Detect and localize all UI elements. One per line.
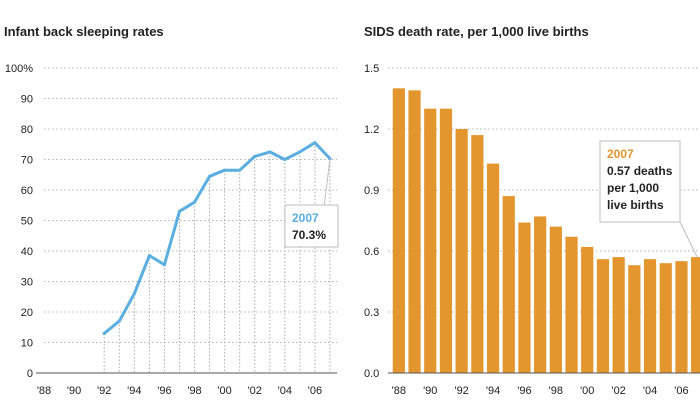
data-point [162,263,166,267]
annotation-leader [679,221,698,258]
x-tick-label: '92 [97,385,111,397]
annotation-text: 0.57 deaths [607,164,673,178]
annotation-year: 2007 [292,211,319,225]
y-tick-label: 50 [21,216,33,228]
back-sleeping-chart: Infant back sleeping rates 0 10 20 30 40 50 60 7… [4,24,339,397]
sids-bar [691,257,700,373]
sids-bar [392,88,405,373]
sids-bar [534,216,547,373]
annotation-text: live births [607,198,664,212]
x-tick-label: '02 [611,385,625,397]
sids-bar [518,222,531,373]
x-tick-label: '88 [37,385,51,397]
y-tick-label: 100% [5,63,33,75]
data-point [253,154,257,158]
sids-bar [612,257,625,373]
x-tick-label: '90 [67,385,81,397]
data-point [223,168,227,172]
data-point [208,174,212,178]
y-tick-label: 60 [21,185,33,197]
x-tick-label: '02 [248,385,262,397]
x-tick-label: '00 [580,385,594,397]
data-point [268,150,272,154]
x-tick-label: '92 [454,385,468,397]
x-tick-label: '88 [392,385,406,397]
data-point [298,150,302,154]
annotation-text: per 1,000 [607,181,659,195]
x-tick-label: '00 [217,385,231,397]
annotation-box [599,140,681,223]
back-sleeping-line [102,141,332,335]
x-tick-label: '90 [423,385,437,397]
x-tick-label: '04 [278,385,292,397]
y-tick-label: 0.0 [364,368,379,380]
sids-bar [643,259,657,373]
data-point [313,141,317,145]
y-tick-label: 80 [21,124,33,136]
annotation-leader [323,158,331,208]
data-point [102,331,106,335]
sids-bar [408,90,421,373]
sids-bar [486,163,500,373]
y-tick-label: 0.6 [364,246,379,258]
sids-bar [439,108,453,374]
y-tick-label: 0 [27,368,33,380]
data-point [193,200,197,204]
x-tick-label: '96 [157,385,171,397]
chart-title: SIDS death rate, per 1,000 live births [364,24,589,39]
y-tick-label: 30 [21,277,33,289]
sids-bar [596,259,610,373]
sids-bar [581,246,594,373]
sids-bar [502,196,515,373]
sids-bar [675,261,688,373]
x-tick-label: '96 [517,385,531,397]
y-tick-label: 40 [21,246,33,258]
x-tick-label: '04 [643,385,657,397]
data-point [177,209,181,213]
x-tick-label: '98 [187,385,201,397]
data-point [238,168,242,172]
chart-title: Infant back sleeping rates [4,24,164,39]
annotation-year: 2007 [607,147,634,161]
data-point [147,254,151,258]
y-tick-label: 20 [21,307,33,319]
y-tick-label: 0.3 [364,307,379,319]
data-point [132,292,136,296]
x-tick-label: '06 [674,385,688,397]
sids-bar [471,135,484,373]
x-tick-label: '94 [486,385,500,397]
data-point [117,319,121,323]
y-tick-label: 90 [21,94,33,106]
sids-bar [628,265,641,373]
y-tick-label: 1.2 [364,124,379,136]
sids-bar [424,108,437,374]
data-point [283,158,287,161]
sids-bar [455,129,468,373]
y-tick-label: 1.5 [364,63,379,75]
x-tick-label: '94 [127,385,141,397]
x-tick-label: '06 [308,385,322,397]
sids-bar [549,226,562,373]
y-tick-label: 10 [21,338,33,350]
y-tick-label: 70 [21,155,33,167]
sids-bar [659,263,672,373]
x-tick-label: '98 [549,385,563,397]
sids-bar [565,236,578,373]
annotation-value: 70.3% [292,228,326,242]
annotation-box [284,204,339,248]
sids-chart: SIDS death rate, per 1,000 live births 0.… [364,24,700,397]
y-tick-label: 0.9 [364,185,379,197]
